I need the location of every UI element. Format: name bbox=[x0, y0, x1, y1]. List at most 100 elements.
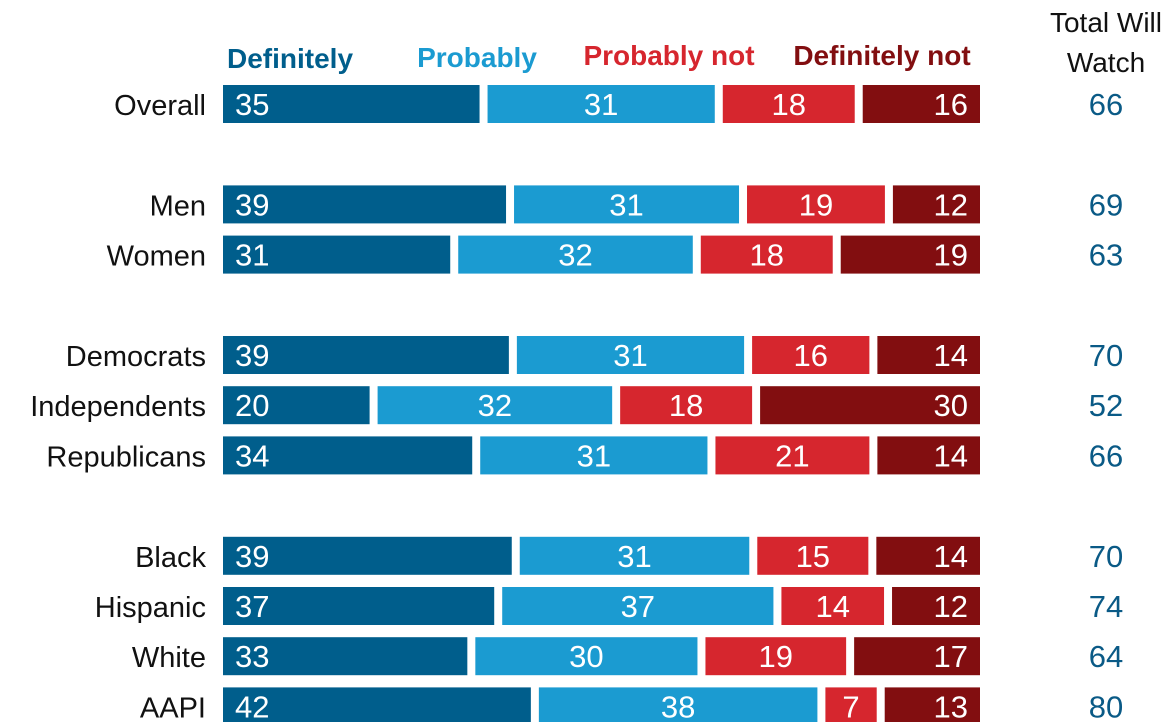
total-value: 69 bbox=[1089, 187, 1123, 222]
value-label-probably: 37 bbox=[621, 589, 655, 624]
bar-probably bbox=[514, 185, 740, 224]
value-label-definitely: 42 bbox=[235, 689, 269, 722]
bar-definitely-not bbox=[877, 336, 980, 374]
value-label-definitely-not: 12 bbox=[934, 187, 968, 222]
bar-probably-not bbox=[700, 235, 833, 274]
bar-definitely-not bbox=[892, 587, 980, 625]
value-label-probably-not: 18 bbox=[750, 238, 784, 273]
bar-probably-not bbox=[747, 185, 885, 224]
row-republicans: Republicans 34 31 21 14 66 bbox=[46, 436, 1123, 475]
bar-probably bbox=[377, 386, 613, 425]
bar-probably-not bbox=[825, 687, 877, 722]
bar-definitely-not bbox=[840, 235, 980, 274]
bar-probably-not bbox=[752, 336, 870, 374]
value-label-probably: 31 bbox=[617, 539, 651, 574]
bar-probably-not bbox=[722, 85, 855, 123]
value-label-definitely-not: 14 bbox=[934, 539, 968, 574]
row-aapi: AAPI 42 38 7 13 80 bbox=[140, 687, 1123, 722]
value-label-definitely: 34 bbox=[235, 438, 269, 473]
chart-rows: Overall 35 31 18 16 66 Men 39 31 19 12 69 Women 31 32 1… bbox=[30, 85, 1123, 722]
row-democrats: Democrats 39 31 16 14 70 bbox=[66, 336, 1123, 374]
value-label-definitely: 20 bbox=[235, 388, 269, 423]
category-label: AAPI bbox=[140, 692, 206, 722]
bar-probably-not bbox=[715, 436, 870, 475]
value-label-probably-not: 18 bbox=[669, 388, 703, 423]
value-label-probably-not: 15 bbox=[796, 539, 830, 574]
value-label-definitely: 39 bbox=[235, 187, 269, 222]
legend-probably: Probably bbox=[417, 42, 537, 73]
bar-probably bbox=[516, 336, 745, 374]
bar-probably-not bbox=[781, 587, 885, 625]
value-label-definitely: 31 bbox=[235, 238, 269, 273]
bar-definitely-not bbox=[862, 85, 980, 123]
bar-definitely bbox=[223, 587, 495, 625]
bar-definitely-not bbox=[884, 687, 980, 722]
value-label-probably-not: 21 bbox=[775, 438, 809, 473]
bar-definitely bbox=[223, 687, 531, 722]
legend-definitely-not: Definitely not bbox=[793, 40, 970, 71]
legend-probably-not: Probably not bbox=[583, 40, 754, 71]
value-label-probably: 31 bbox=[609, 187, 643, 222]
category-label: Men bbox=[150, 190, 206, 222]
row-hispanic: Hispanic 37 37 14 12 74 bbox=[95, 587, 1123, 625]
bar-probably-not bbox=[757, 536, 869, 575]
value-label-probably: 30 bbox=[569, 639, 603, 674]
bar-probably bbox=[475, 637, 698, 676]
value-label-definitely-not: 19 bbox=[934, 238, 968, 273]
bar-probably bbox=[458, 235, 693, 274]
value-label-definitely: 39 bbox=[235, 338, 269, 373]
row-white: White 33 30 19 17 64 bbox=[132, 637, 1123, 676]
value-label-probably-not: 18 bbox=[772, 87, 806, 122]
bar-probably bbox=[538, 687, 818, 722]
bar-definitely bbox=[223, 536, 512, 575]
value-label-definitely-not: 17 bbox=[934, 639, 968, 674]
value-label-probably-not: 7 bbox=[842, 689, 859, 722]
total-value: 70 bbox=[1089, 539, 1123, 574]
bar-definitely bbox=[223, 235, 451, 274]
value-label-definitely: 37 bbox=[235, 589, 269, 624]
bar-probably bbox=[519, 536, 750, 575]
total-value: 52 bbox=[1089, 388, 1123, 423]
bar-definitely bbox=[223, 85, 480, 123]
bar-definitely bbox=[223, 436, 473, 475]
value-label-definitely-not: 16 bbox=[934, 87, 968, 122]
category-label: Hispanic bbox=[95, 592, 206, 624]
value-label-definitely-not: 13 bbox=[934, 689, 968, 722]
row-independents: Independents 20 32 18 30 52 bbox=[30, 386, 1123, 425]
bar-probably bbox=[502, 587, 774, 625]
category-label: Independents bbox=[30, 391, 206, 423]
category-label: Democrats bbox=[66, 341, 206, 373]
bar-definitely-not bbox=[892, 185, 980, 224]
total-value: 64 bbox=[1089, 639, 1123, 674]
bar-probably-not bbox=[620, 386, 753, 425]
total-will-watch-header: Total Will Watch bbox=[1050, 7, 1162, 78]
total-header-line-1: Total Will bbox=[1050, 7, 1162, 38]
category-label: Black bbox=[135, 542, 206, 574]
total-value: 80 bbox=[1089, 689, 1123, 722]
bar-definitely-not bbox=[760, 386, 980, 425]
total-value: 74 bbox=[1089, 589, 1123, 624]
value-label-probably: 32 bbox=[478, 388, 512, 423]
total-value: 63 bbox=[1089, 238, 1123, 273]
bar-definitely bbox=[223, 336, 509, 374]
category-label: Women bbox=[107, 241, 206, 273]
value-label-definitely: 33 bbox=[235, 639, 269, 674]
value-label-probably-not: 16 bbox=[793, 338, 827, 373]
row-women: Women 31 32 18 19 63 bbox=[107, 235, 1123, 274]
legend-definitely: Definitely bbox=[227, 43, 353, 74]
bar-definitely-not bbox=[877, 436, 980, 475]
category-label: Overall bbox=[114, 90, 206, 122]
bar-definitely bbox=[223, 386, 370, 425]
bar-probably bbox=[487, 85, 715, 123]
bar-definitely bbox=[223, 637, 468, 676]
value-label-probably: 31 bbox=[584, 87, 618, 122]
total-value: 66 bbox=[1089, 87, 1123, 122]
value-label-definitely-not: 14 bbox=[934, 438, 968, 473]
value-label-definitely-not: 14 bbox=[934, 338, 968, 373]
value-label-definitely: 39 bbox=[235, 539, 269, 574]
value-label-probably: 31 bbox=[577, 438, 611, 473]
value-label-definitely-not: 12 bbox=[934, 589, 968, 624]
value-label-definitely: 35 bbox=[235, 87, 269, 122]
chart-legend: Definitely Probably Probably not Definit… bbox=[227, 40, 971, 74]
value-label-probably-not: 14 bbox=[815, 589, 849, 624]
